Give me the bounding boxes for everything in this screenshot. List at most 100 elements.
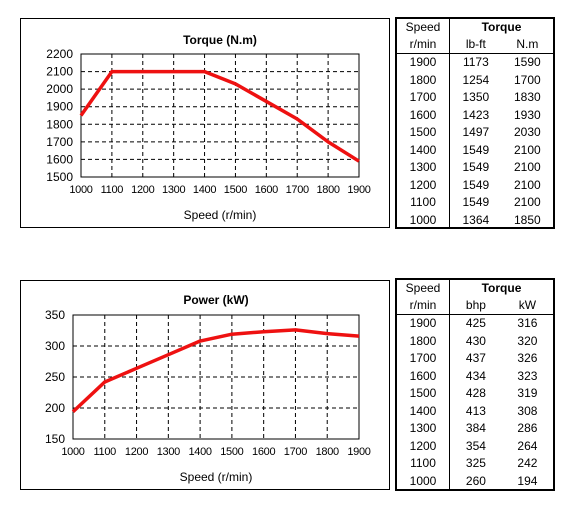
lbft-unit: lb-ft [449, 36, 502, 54]
torque-table-grid: Speed Torque r/min lb-ft N.m 1900 1173 159… [397, 19, 553, 229]
value-cell: 194 [517, 473, 538, 488]
speed-cell: 1300 [397, 159, 450, 177]
nm-unit: N.m [501, 36, 553, 54]
table-row: 1400 1549 2100 [397, 141, 553, 159]
y-tick-label: 1900 [46, 100, 73, 114]
series-line [71, 328, 360, 413]
y-tick-label: 2000 [46, 82, 73, 96]
table-row: 1900 1173 1590 [397, 53, 553, 72]
x-tick-label: 1800 [316, 446, 339, 458]
value-cell: 437 [465, 351, 486, 366]
table-row: 1300 384 286 [397, 420, 553, 438]
value-cell: 1549 [462, 142, 490, 157]
x-tick-label: 1100 [94, 446, 117, 458]
x-tick-label: 1700 [284, 446, 307, 458]
value-cell: 319 [517, 386, 538, 401]
table-row: 1500 1497 2030 [397, 124, 553, 142]
table-row: 1800 430 320 [397, 332, 553, 350]
table-row: 1100 1549 2100 [397, 194, 553, 212]
value-cell: 1497 [462, 125, 490, 140]
value-cell: 428 [465, 386, 486, 401]
value-cell: 1590 [514, 55, 541, 70]
torque-group-header: Torque [481, 20, 522, 34]
torque-table: Speed Torque r/min lb-ft N.m 1900 1173 159… [395, 17, 555, 229]
x-tick-label: 1500 [220, 446, 243, 458]
value-cell: 1549 [462, 160, 490, 175]
bhp-unit: bhp [449, 297, 502, 315]
speed-header: Speed [397, 19, 450, 36]
plot-area-border [72, 314, 360, 440]
chart-title: Torque (N.m) [183, 33, 257, 47]
speed-cell: 1400 [397, 141, 450, 159]
value-cell: 326 [517, 351, 538, 366]
y-tick-label: 300 [45, 339, 65, 353]
value-cell: 1830 [514, 90, 541, 105]
value-cell: 425 [465, 316, 486, 331]
y-tick-label: 150 [45, 432, 65, 446]
speed-cell: 1500 [397, 385, 450, 403]
speed-cell: 1800 [397, 332, 450, 350]
speed-cell: 1000 [397, 211, 450, 229]
y-tick-label: 1600 [46, 152, 73, 166]
value-cell: 325 [465, 456, 486, 471]
series-line [79, 69, 360, 163]
speed-cell: 1700 [397, 350, 450, 368]
table-row: 1800 1254 1700 [397, 71, 553, 89]
value-cell: 1254 [462, 72, 490, 87]
y-tick-label: 200 [45, 401, 65, 415]
speed-cell: 1600 [397, 106, 450, 124]
x-axis-label: Speed (r/min) [184, 208, 257, 222]
value-cell: 286 [517, 421, 538, 436]
y-tick-label: 2200 [46, 47, 73, 61]
value-cell: 323 [517, 368, 538, 383]
table-row: 1900 425 316 [397, 314, 553, 333]
table-row: 1000 260 194 [397, 472, 553, 490]
value-cell: 2100 [514, 142, 541, 157]
speed-unit: r/min [397, 36, 450, 54]
x-tick-label: 1000 [69, 184, 92, 196]
y-tick-label: 250 [45, 370, 65, 384]
speed-cell: 1100 [397, 194, 450, 212]
value-cell: 308 [517, 403, 538, 418]
speed-cell: 1100 [397, 455, 450, 473]
x-tick-label: 1700 [286, 184, 309, 196]
x-axis-label: Speed (r/min) [180, 470, 253, 484]
value-cell: 2100 [514, 177, 541, 192]
value-cell: 1549 [462, 177, 490, 192]
speed-cell: 1600 [397, 367, 450, 385]
torque-group-header: Torque [481, 281, 522, 295]
kw-unit: kW [501, 297, 553, 315]
x-tick-label: 1600 [255, 184, 278, 196]
value-cell: 316 [517, 316, 538, 331]
value-cell: 260 [465, 473, 486, 488]
table-units-row: r/min lb-ft N.m [397, 36, 553, 54]
value-cell: 1364 [462, 212, 490, 227]
x-tick-label: 1800 [316, 184, 339, 196]
x-tick-label: 1400 [188, 446, 211, 458]
x-tick-label: 1400 [193, 184, 216, 196]
value-cell: 264 [517, 438, 538, 453]
table-header-row: Speed Torque [397, 19, 553, 36]
speed-cell: 1900 [397, 53, 450, 72]
y-tick-label: 350 [45, 308, 65, 322]
chart-title: Power (kW) [183, 293, 248, 307]
y-tick-label: 1800 [46, 117, 73, 131]
value-cell: 1423 [462, 107, 490, 122]
value-cell: 2100 [514, 195, 541, 210]
table-row: 1200 1549 2100 [397, 176, 553, 194]
value-cell: 1350 [462, 90, 490, 105]
power-table-grid: Speed Torque r/min bhp kW 1900 425 316 1800… [397, 280, 553, 490]
table-row: 1700 437 326 [397, 350, 553, 368]
x-tick-label: 1900 [347, 446, 370, 458]
table-units-row: r/min bhp kW [397, 297, 553, 315]
table-row: 1200 354 264 [397, 437, 553, 455]
speed-cell: 1900 [397, 314, 450, 333]
table-row: 1000 1364 1850 [397, 211, 553, 229]
speed-unit: r/min [397, 297, 450, 315]
table-row: 1500 428 319 [397, 385, 553, 403]
table-row: 1400 413 308 [397, 402, 553, 420]
speed-cell: 1500 [397, 124, 450, 142]
power-table: Speed Torque r/min bhp kW 1900 425 316 1800… [395, 278, 555, 491]
value-cell: 384 [465, 421, 486, 436]
